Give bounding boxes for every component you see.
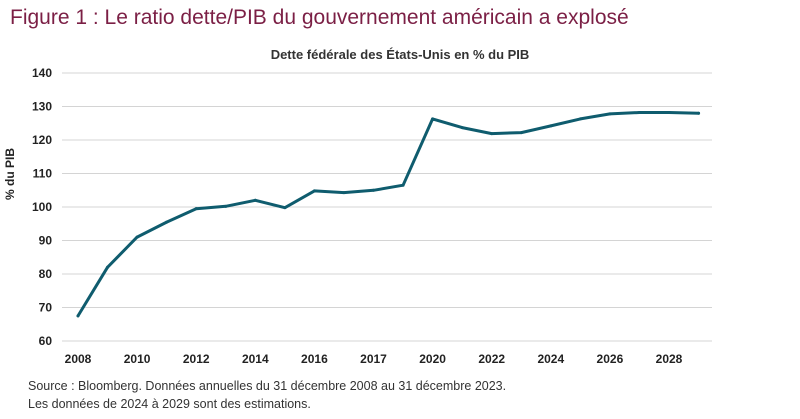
series-group (76, 111, 701, 318)
data-point-2010 (135, 235, 139, 239)
data-point-2015 (283, 206, 287, 210)
y-tick-label-90: 90 (39, 234, 53, 248)
data-point-2018 (372, 188, 375, 192)
source-line-1: Source : Bloomberg. Données annuelles du… (28, 379, 507, 393)
x-tick-label-10: 2028 (656, 352, 683, 366)
y-tick-label-130: 130 (32, 100, 52, 114)
chart-title: Dette fédérale des États-Unis en % du PI… (270, 47, 530, 62)
data-point-2017 (342, 191, 346, 195)
figure-title: Figure 1 : Le ratio dette/PIB du gouvern… (10, 6, 629, 29)
data-point-2023 (519, 131, 523, 135)
x-tick-label-0: 2008 (65, 352, 92, 366)
y-tick-label-60: 60 (39, 334, 53, 348)
x-tick-label-8: 2024 (537, 352, 564, 366)
series-line-0 (76, 111, 701, 318)
source-line-2: Les données de 2024 à 2029 sont des esti… (28, 397, 311, 411)
x-tick-label-3: 2014 (242, 352, 269, 366)
x-tick-label-9: 2026 (597, 352, 624, 366)
data-point-2022 (490, 132, 494, 136)
x-tick-label-1: 2010 (124, 352, 151, 366)
data-point-2011 (165, 220, 169, 224)
data-point-2016 (312, 189, 316, 193)
x-tick-label-2: 2012 (183, 352, 210, 366)
data-point-2021 (460, 126, 464, 130)
y-tick-label-100: 100 (32, 200, 52, 214)
data-point-2027 (637, 111, 641, 115)
data-point-2009 (106, 265, 110, 269)
y-tick-label-70: 70 (39, 301, 53, 315)
y-tick-label-80: 80 (39, 267, 53, 281)
x-tick-label-4: 2016 (301, 352, 328, 366)
data-point-2019 (401, 183, 405, 187)
data-point-2008 (76, 314, 80, 318)
x-tick-label-6: 2020 (419, 352, 446, 366)
x-tick-label-7: 2022 (478, 352, 505, 366)
y-tick-label-140: 140 (32, 66, 52, 80)
grid-lines (62, 72, 712, 342)
data-point-2012 (194, 207, 198, 211)
source-note: Source : Bloomberg. Données annuelles du… (28, 377, 506, 413)
y-tick-labels: 60 70 80 90 100 110 120 130 140 (32, 66, 52, 348)
data-point-2026 (608, 112, 612, 116)
x-tick-label-5: 2017 (360, 352, 387, 366)
x-tick-labels: 2008 2010 2012 2014 2016 2017 2020 2022 2024 2026… (65, 352, 683, 366)
data-point-2029 (697, 111, 701, 115)
data-point-2020 (431, 117, 435, 121)
data-point-2025 (578, 117, 582, 121)
data-point-2024 (549, 124, 553, 128)
data-point-2013 (224, 204, 228, 208)
y-tick-label-120: 120 (32, 133, 52, 147)
data-point-2014 (253, 198, 257, 202)
data-point-2028 (667, 111, 671, 115)
y-tick-label-110: 110 (33, 167, 53, 181)
